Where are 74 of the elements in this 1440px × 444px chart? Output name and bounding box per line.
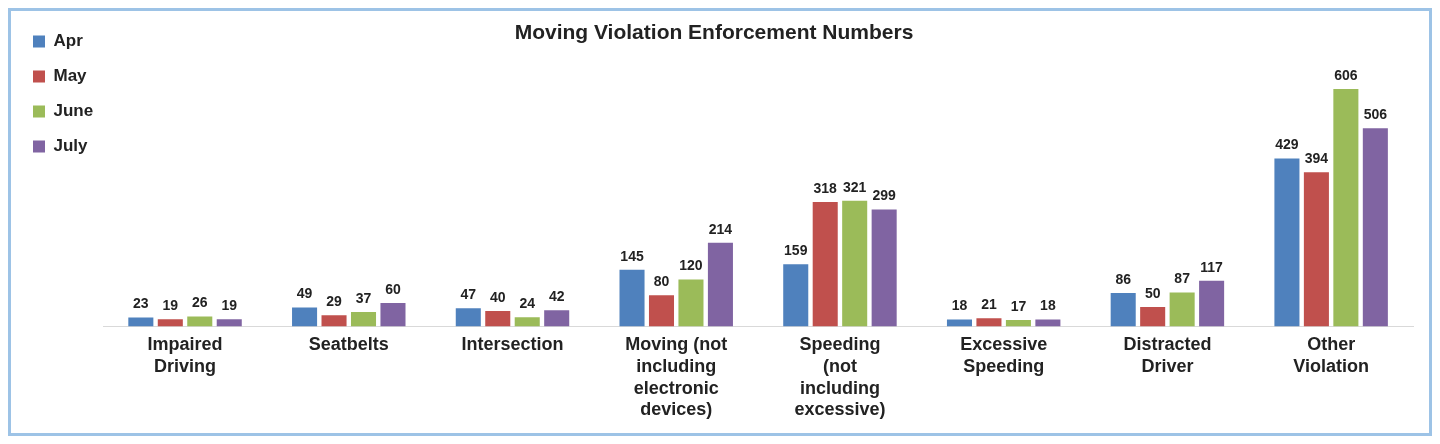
data-label: 86 [1115, 270, 1132, 287]
bar [1274, 158, 1300, 327]
bar [1199, 280, 1225, 327]
legend-label: June [53, 101, 94, 121]
data-label: 23 [133, 295, 149, 312]
bar [1140, 307, 1166, 327]
data-label: 47 [460, 286, 477, 303]
bar [1362, 128, 1388, 327]
data-label: 26 [191, 294, 208, 311]
data-label: 145 [620, 247, 644, 264]
data-label: 318 [813, 179, 838, 196]
legend-label: May [53, 66, 88, 86]
data-label: 40 [489, 288, 506, 305]
legend-label: Apr [53, 31, 84, 51]
bar [216, 319, 242, 327]
data-label: 299 [872, 187, 897, 204]
data-label: 394 [1304, 150, 1329, 167]
bar [812, 201, 838, 327]
data-label: 18 [951, 297, 968, 314]
data-label: 42 [548, 288, 565, 304]
bar [976, 318, 1002, 327]
data-label: 19 [162, 297, 179, 314]
data-label: 18 [1040, 297, 1056, 314]
bar [871, 209, 897, 327]
bar [842, 200, 868, 327]
data-label: 87 [1174, 270, 1191, 287]
data-label: 49 [296, 285, 313, 302]
x-tick-label: Distracted Driver [1123, 334, 1212, 376]
bar [1303, 172, 1329, 327]
data-label: 506 [1363, 106, 1388, 123]
x-tick-label: Other Violation [1293, 334, 1369, 376]
data-label: 606 [1334, 66, 1358, 83]
bar [707, 242, 733, 327]
bar [380, 303, 406, 327]
bar [455, 308, 481, 327]
chart-title: Moving Violation Enforcement Numbers [514, 20, 914, 44]
data-label: 50 [1144, 284, 1161, 301]
x-tick-label: Speeding (not including excessive) [794, 334, 886, 420]
bar [1169, 292, 1195, 327]
x-tick-label: Impaired Driving [147, 334, 223, 376]
data-label: 159 [784, 242, 808, 259]
data-label: 24 [519, 295, 536, 312]
bar [292, 307, 318, 327]
bar [1110, 292, 1136, 327]
bar [157, 319, 183, 327]
data-label: 60 [385, 280, 401, 297]
data-label: 321 [843, 178, 867, 195]
data-label: 37 [355, 289, 372, 306]
data-label: 214 [708, 220, 733, 237]
bar [514, 317, 540, 327]
data-label: 17 [1010, 297, 1027, 314]
data-label: 80 [653, 273, 670, 290]
bar [350, 312, 377, 327]
x-tick-label: Intersection [461, 334, 564, 355]
bar [678, 279, 704, 327]
data-label: 120 [679, 257, 703, 274]
legend-label: July [53, 136, 89, 156]
data-label: 21 [981, 296, 997, 313]
bar [485, 310, 511, 327]
bar [783, 264, 809, 327]
bar [1005, 319, 1031, 327]
bar [544, 310, 570, 327]
bar [619, 269, 645, 327]
data-label: 429 [1275, 136, 1299, 153]
data-label: 29 [326, 293, 343, 310]
data-label: 117 [1200, 258, 1224, 275]
x-tick-label: Excessive Speeding [960, 334, 1048, 376]
bar [1333, 89, 1359, 327]
bar [187, 316, 213, 327]
data-label: 19 [221, 297, 238, 314]
bar [648, 295, 675, 327]
x-tick-label: Moving (not including electronic devices) [625, 334, 728, 420]
bar [321, 315, 347, 327]
x-tick-label: Seatbelts [308, 334, 389, 355]
